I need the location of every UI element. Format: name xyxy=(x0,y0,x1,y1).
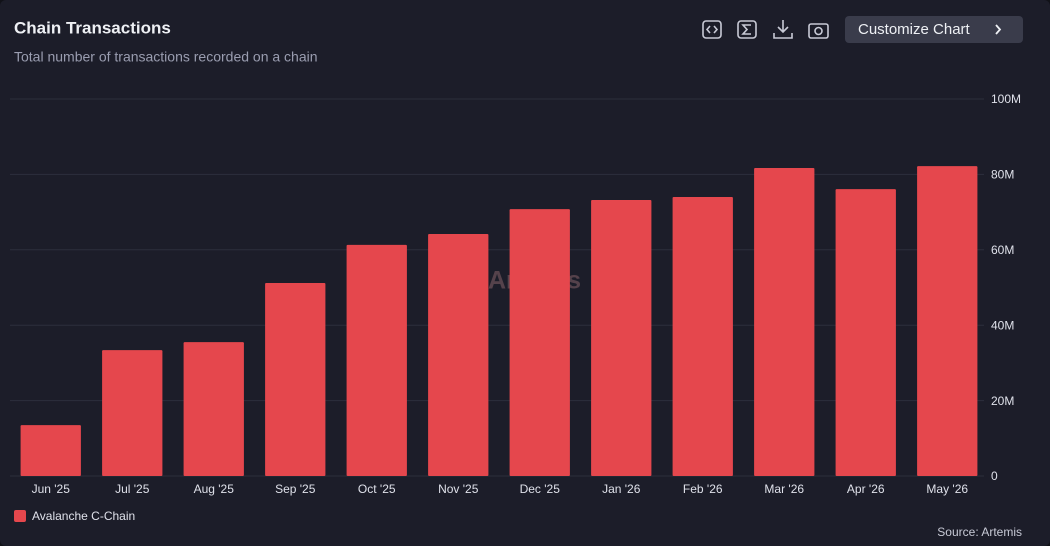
y-tick-label: 60M xyxy=(991,243,1014,257)
y-tick-label: 80M xyxy=(991,168,1014,182)
chart-subtitle: Total number of transactions recorded on… xyxy=(14,49,318,65)
source: Source: Artemis xyxy=(937,525,1022,539)
x-tick-label: Jul '25 xyxy=(115,482,150,496)
bar xyxy=(265,282,326,476)
legend-label[interactable]: Avalanche C-Chain xyxy=(32,509,135,523)
x-tick-label: Oct '25 xyxy=(358,482,396,496)
sum-glyph xyxy=(741,24,751,35)
bar xyxy=(754,167,815,476)
sum-icon[interactable] xyxy=(737,20,757,39)
bar xyxy=(346,244,407,476)
bar xyxy=(917,166,978,476)
x-tick-label: Nov '25 xyxy=(438,482,479,496)
bar xyxy=(102,350,163,476)
x-tick-label: Apr '26 xyxy=(847,482,885,496)
bar xyxy=(591,200,652,476)
x-tick-label: Mar '26 xyxy=(764,482,804,496)
bar xyxy=(835,189,896,476)
customize-button-label[interactable]: Customize Chart xyxy=(858,21,971,38)
bar xyxy=(672,197,733,476)
x-tick-label: Sep '25 xyxy=(275,482,316,496)
bar xyxy=(183,342,244,476)
bar xyxy=(428,233,489,476)
chart-title: Chain Transactions xyxy=(14,18,171,37)
camera-lens xyxy=(814,26,823,36)
y-tick-label: 100M xyxy=(991,92,1021,106)
y-tick-label: 20M xyxy=(991,394,1014,408)
x-tick-label: Dec '25 xyxy=(520,482,561,496)
customize-button[interactable] xyxy=(845,16,1023,43)
x-tick-label: Jun '25 xyxy=(32,482,71,496)
x-tick-label: May '26 xyxy=(926,482,968,496)
bar xyxy=(20,425,81,476)
download-icon[interactable] xyxy=(773,20,793,39)
camera-icon[interactable] xyxy=(808,23,829,39)
chevron xyxy=(995,24,1002,35)
x-tick-label: Feb '26 xyxy=(683,482,723,496)
embed-glyph xyxy=(705,25,719,34)
x-tick-label: Aug '25 xyxy=(194,482,235,496)
toolbar-icons[interactable] xyxy=(702,20,829,39)
legend-swatch xyxy=(14,510,26,522)
bar xyxy=(509,209,570,477)
y-tick-label: 40M xyxy=(991,318,1014,332)
x-tick-label: Jan '26 xyxy=(602,482,641,496)
embed-icon[interactable] xyxy=(702,20,722,39)
y-tick-label: 0 xyxy=(991,469,998,483)
